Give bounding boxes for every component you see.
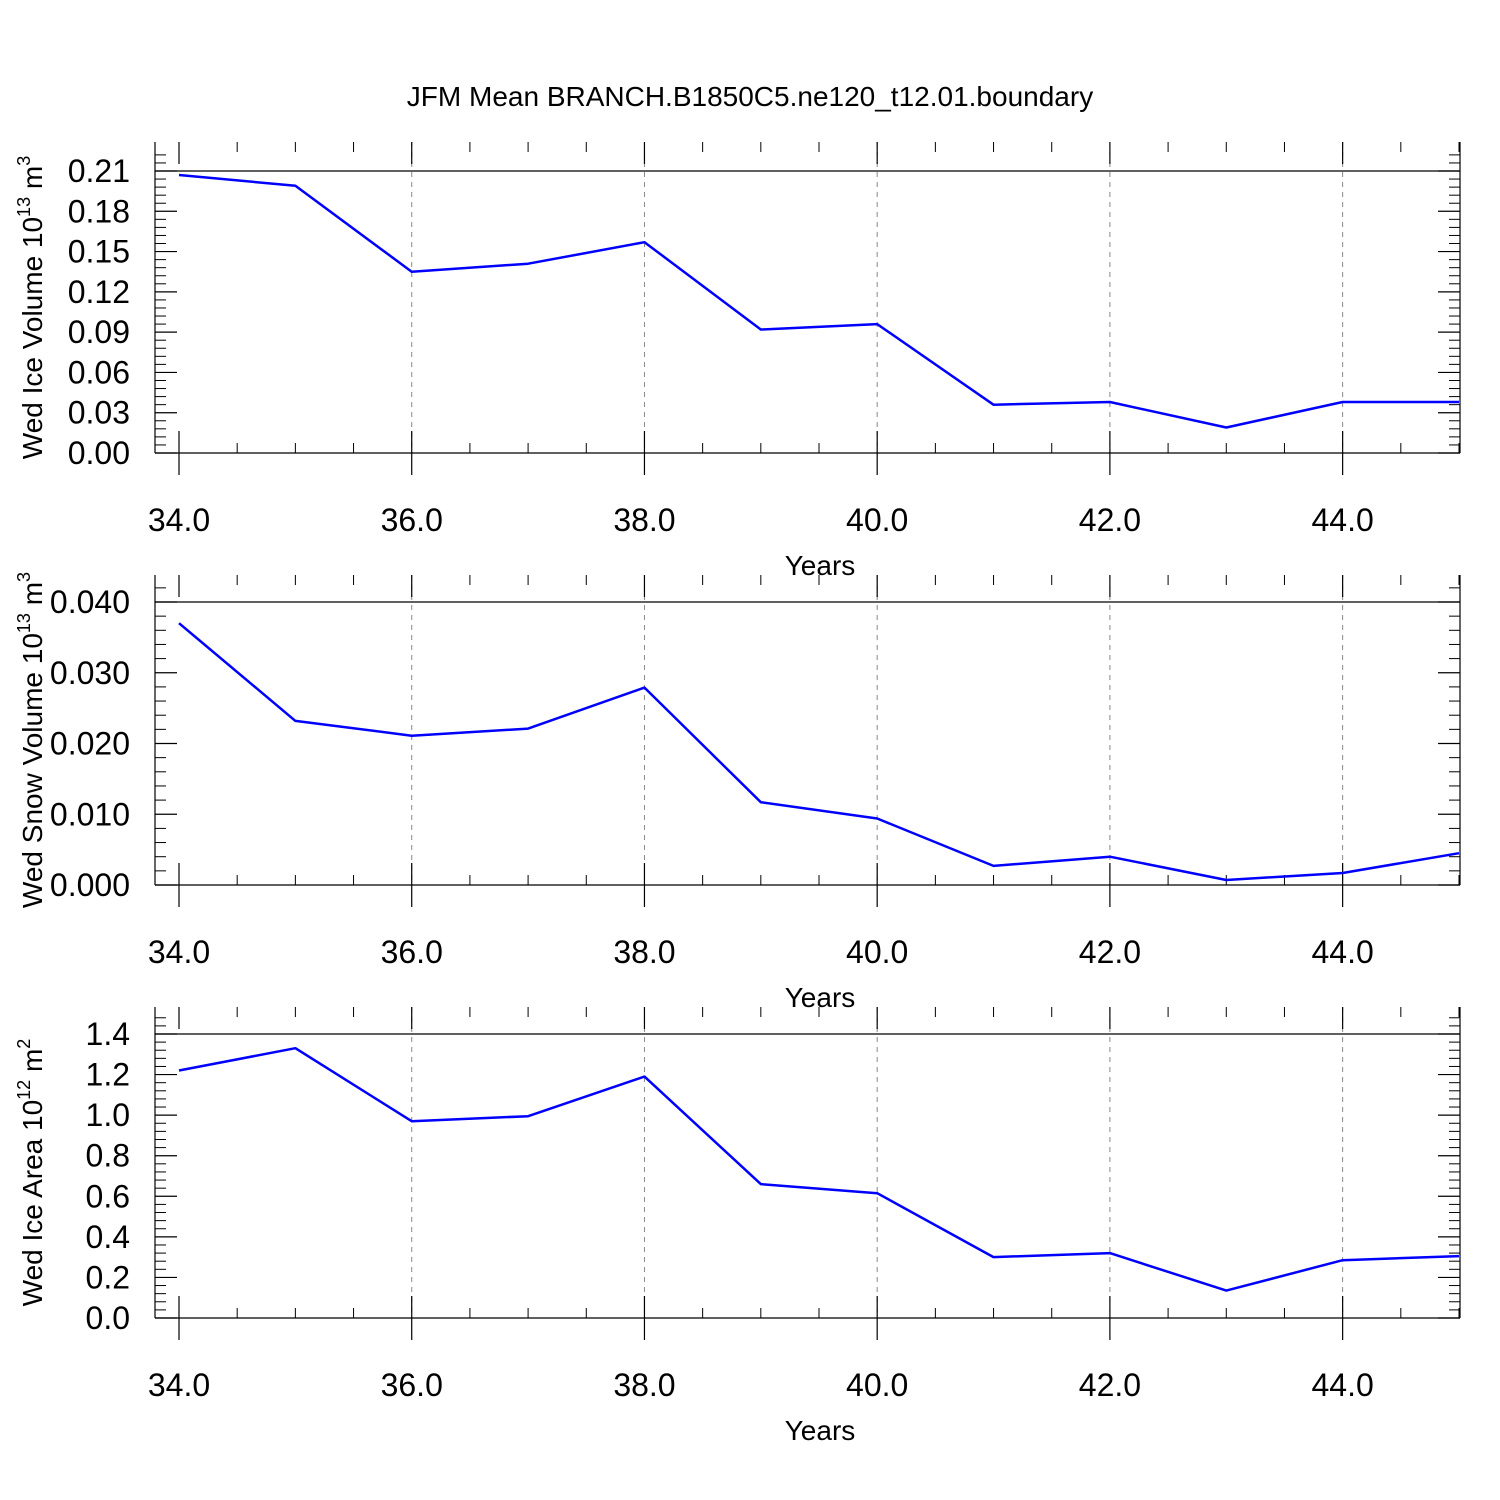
y-tick-label: 0.21 [68, 153, 130, 189]
x-tick-label: 40.0 [846, 934, 908, 970]
y-tick-label: 0.040 [50, 584, 130, 620]
y-tick-label: 0.00 [68, 435, 130, 471]
x-tick-label: 44.0 [1311, 1367, 1373, 1403]
chart-panel-1: 34.0 36.0 38.0 40.0 42.0 44.0 Years 0.00 0.03 0.0… [14, 142, 1461, 581]
x-tick-label: 34.0 [148, 502, 210, 538]
x-tick-label: 38.0 [613, 1367, 675, 1403]
y-tick-label: 1.2 [86, 1057, 130, 1093]
y-tick-label: 0.2 [86, 1259, 130, 1295]
y-tick-label: 0.030 [50, 655, 130, 691]
x-tick-label: 34.0 [148, 1367, 210, 1403]
y-tick-label: 1.4 [86, 1016, 130, 1052]
chart-panel-2: 34.0 36.0 38.0 40.0 42.0 44.0 Years 0.000 0.010 0… [14, 572, 1461, 1013]
x-tick-label: 42.0 [1079, 502, 1141, 538]
y-tick-label: 0.03 [68, 395, 130, 431]
series-line-1 [178, 622, 1460, 882]
vertical-grid [411, 142, 1344, 453]
y-ticks [155, 587, 1460, 886]
y-tick-label: 1.0 [86, 1097, 130, 1133]
x-ticks [178, 142, 1460, 475]
y-tick-label: 0.0 [86, 1300, 130, 1336]
plot-frame [154, 1007, 1461, 1319]
x-tick-label: 42.0 [1079, 934, 1141, 970]
y-axis-title: Wed Snow Volume 1013 m3 [14, 572, 48, 908]
x-tick-label: 42.0 [1079, 1367, 1141, 1403]
x-axis-title: Years [785, 550, 856, 581]
x-tick-label: 40.0 [846, 1367, 908, 1403]
vertical-grid [411, 1007, 1344, 1318]
x-tick-label: 44.0 [1311, 934, 1373, 970]
x-tick-label: 38.0 [613, 502, 675, 538]
vertical-grid [411, 575, 1344, 885]
x-tick-label: 36.0 [381, 934, 443, 970]
x-ticks [178, 1007, 1460, 1340]
y-tick-label: 0.000 [50, 867, 130, 903]
y-tick-label: 0.4 [86, 1219, 130, 1255]
y-tick-label: 0.18 [68, 193, 130, 229]
y-tick-label: 0.12 [68, 274, 130, 310]
y-tick-label: 0.09 [68, 314, 130, 350]
y-axis-title: Wed Ice Area 1012 m2 [14, 1039, 48, 1307]
y-tick-label: 0.15 [68, 234, 130, 270]
y-tick-label: 0.6 [86, 1178, 130, 1214]
y-ticks [155, 154, 1460, 454]
x-tick-label: 36.0 [381, 502, 443, 538]
series-line-1 [178, 173, 1459, 429]
y-tick-label: 0.010 [50, 796, 130, 832]
plot-frame [154, 142, 1461, 454]
x-tick-label: 36.0 [381, 1367, 443, 1403]
plot-frame [154, 575, 1461, 886]
figure-title: JFM Mean BRANCH.B1850C5.ne120_t12.01.bou… [407, 81, 1093, 112]
x-axis-title: Years [785, 982, 856, 1013]
x-ticks [178, 575, 1460, 907]
y-axis-title: Wed Ice Volume 1013 m3 [14, 156, 48, 459]
y-tick-label: 0.020 [50, 726, 130, 762]
y-tick-label: 0.8 [86, 1138, 130, 1174]
series-line-1 [178, 1046, 1460, 1292]
x-axis-title: Years [785, 1415, 856, 1446]
y-tick-label: 0.06 [68, 354, 130, 390]
y-ticks [155, 1017, 1460, 1319]
x-tick-label: 34.0 [148, 934, 210, 970]
x-tick-label: 38.0 [613, 934, 675, 970]
chart-panel-3: 34.0 36.0 38.0 40.0 42.0 44.0 Years 0.0 0.2 0.4 0.… [14, 1007, 1461, 1446]
x-tick-label: 40.0 [846, 502, 908, 538]
panels: 34.0 36.0 38.0 40.0 42.0 44.0 Years 0.00 0.03 0.0… [14, 142, 1461, 1446]
x-tick-label: 44.0 [1311, 502, 1373, 538]
